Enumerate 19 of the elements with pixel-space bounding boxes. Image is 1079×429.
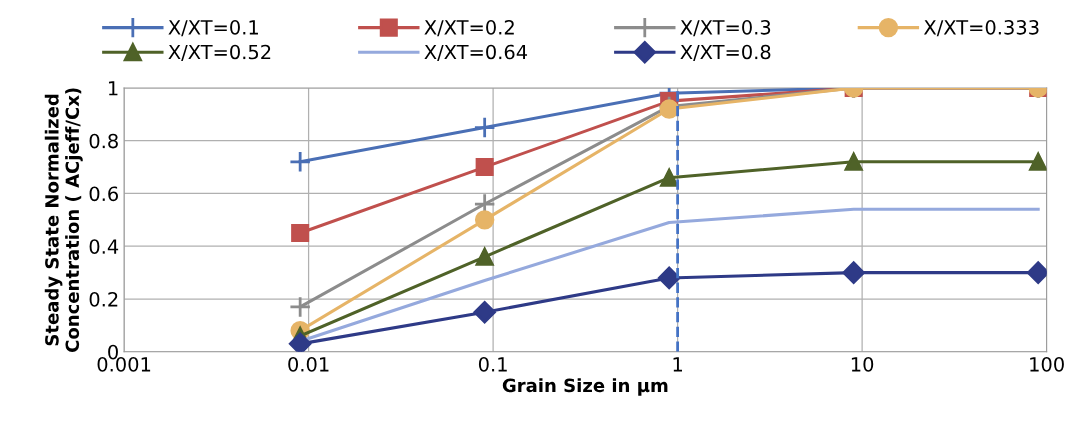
y-tick-label: 0.2 bbox=[89, 291, 118, 307]
legend-label: X/XT=0.1 bbox=[168, 19, 258, 37]
legend-label: X/XT=0.52 bbox=[168, 44, 271, 61]
y-tick-label: 0.8 bbox=[89, 133, 118, 149]
legend-label: X/XT=0.64 bbox=[424, 44, 528, 61]
x-tick-label: 100 bbox=[1030, 356, 1064, 372]
legend-label: X/XT=0.8 bbox=[680, 44, 771, 61]
y-tick-label: 1 bbox=[108, 81, 118, 96]
x-axis-title: Grain Size in μm bbox=[502, 378, 668, 396]
legend-label: X/XT=0.333 bbox=[923, 19, 1039, 37]
x-tick-label: 1 bbox=[673, 357, 682, 372]
x-tick-label: 0.1 bbox=[478, 356, 507, 372]
x-tick-label: 10 bbox=[851, 356, 874, 372]
legend-label: X/XT=0.3 bbox=[680, 19, 771, 37]
x-tick-label: 0.01 bbox=[288, 356, 329, 372]
legend-label: X/XT=0.2 bbox=[424, 19, 514, 37]
y-tick-label: 0.6 bbox=[89, 186, 118, 202]
y-tick-label: 0.4 bbox=[89, 239, 119, 254]
y-axis-title: Steady State Normalized Concentration ( ACjeff/Cx) bbox=[44, 88, 83, 352]
